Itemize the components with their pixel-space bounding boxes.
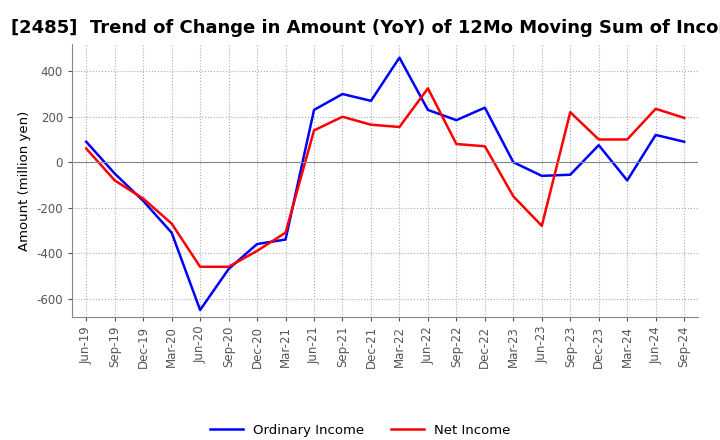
Net Income <box>282 230 290 235</box>
Net Income <box>167 221 176 226</box>
Ordinary Income <box>537 173 546 179</box>
Line: Net Income: Net Income <box>86 88 684 267</box>
Net Income <box>652 106 660 111</box>
Ordinary Income <box>310 107 318 113</box>
Y-axis label: Amount (million yen): Amount (million yen) <box>18 110 31 250</box>
Net Income <box>196 264 204 269</box>
Net Income <box>537 223 546 228</box>
Net Income <box>253 248 261 253</box>
Ordinary Income <box>509 160 518 165</box>
Ordinary Income <box>282 237 290 242</box>
Net Income <box>452 141 461 147</box>
Ordinary Income <box>595 143 603 148</box>
Net Income <box>366 122 375 127</box>
Net Income <box>110 178 119 183</box>
Net Income <box>509 194 518 199</box>
Title: [2485]  Trend of Change in Amount (YoY) of 12Mo Moving Sum of Incomes: [2485] Trend of Change in Amount (YoY) o… <box>11 19 720 37</box>
Net Income <box>680 115 688 121</box>
Net Income <box>139 196 148 201</box>
Net Income <box>480 143 489 149</box>
Ordinary Income <box>395 55 404 60</box>
Ordinary Income <box>366 98 375 103</box>
Net Income <box>82 146 91 151</box>
Ordinary Income <box>480 105 489 110</box>
Ordinary Income <box>253 242 261 247</box>
Ordinary Income <box>623 178 631 183</box>
Line: Ordinary Income: Ordinary Income <box>86 58 684 310</box>
Net Income <box>225 264 233 269</box>
Ordinary Income <box>680 139 688 144</box>
Net Income <box>623 137 631 142</box>
Ordinary Income <box>225 267 233 272</box>
Net Income <box>566 110 575 115</box>
Net Income <box>395 125 404 130</box>
Net Income <box>338 114 347 119</box>
Ordinary Income <box>423 107 432 113</box>
Ordinary Income <box>82 139 91 144</box>
Net Income <box>310 128 318 133</box>
Legend: Ordinary Income, Net Income: Ordinary Income, Net Income <box>204 418 516 440</box>
Ordinary Income <box>338 92 347 97</box>
Ordinary Income <box>452 117 461 123</box>
Ordinary Income <box>196 307 204 312</box>
Ordinary Income <box>566 172 575 177</box>
Net Income <box>423 86 432 91</box>
Ordinary Income <box>652 132 660 138</box>
Ordinary Income <box>110 171 119 176</box>
Net Income <box>595 137 603 142</box>
Ordinary Income <box>139 198 148 203</box>
Ordinary Income <box>167 230 176 235</box>
